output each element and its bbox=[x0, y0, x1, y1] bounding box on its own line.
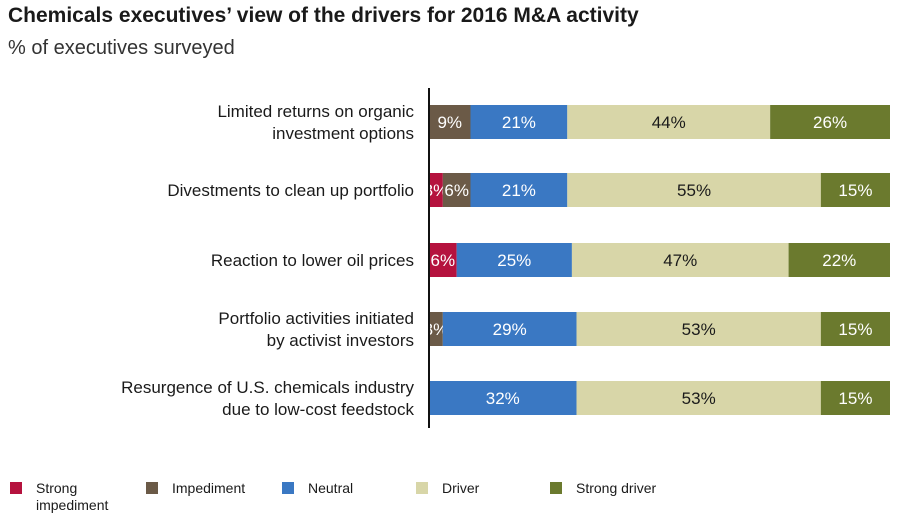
data-label-strong-driver: 15% bbox=[838, 181, 872, 200]
legend-swatch-neutral bbox=[282, 482, 294, 494]
data-label-impediment: 6% bbox=[444, 181, 469, 200]
category-label: investment options bbox=[272, 124, 414, 143]
category-label: Divestments to clean up portfolio bbox=[167, 181, 414, 200]
bar-segment-strong-driver bbox=[770, 105, 890, 139]
bar-segment-strong-driver bbox=[820, 312, 890, 346]
bar-segment-neutral bbox=[470, 173, 568, 207]
legend-label-neutral: Neutral bbox=[308, 480, 354, 496]
chart-subtitle: % of executives surveyed bbox=[8, 37, 235, 59]
data-label-neutral: 29% bbox=[493, 320, 527, 339]
category-label: Resurgence of U.S. chemicals industry bbox=[121, 378, 414, 397]
bar-segment-neutral bbox=[442, 312, 577, 346]
category-label: by activist investors bbox=[267, 331, 414, 350]
legend-item-impediment: Impediment bbox=[146, 480, 245, 497]
data-label-neutral: 21% bbox=[502, 181, 536, 200]
data-label-strong-impediment: 6% bbox=[431, 251, 456, 270]
category-label: Limited returns on organic bbox=[217, 102, 414, 121]
data-label-neutral: 21% bbox=[502, 113, 536, 132]
bar-segment-driver bbox=[567, 173, 821, 207]
legend-label-strong-driver: Strong driver bbox=[576, 480, 657, 496]
bar-segment-impediment bbox=[429, 312, 443, 346]
bar-segment-strong-impediment bbox=[429, 173, 443, 207]
data-label-driver: 53% bbox=[682, 389, 716, 408]
chart-title: Chemicals executives’ view of the driver… bbox=[8, 4, 639, 27]
stacked-bar-chart: Limited returns on organic investment opt… bbox=[121, 88, 890, 428]
legend-label-strong-impediment: Strong impediment bbox=[36, 480, 109, 513]
legend-swatch-strong-impediment bbox=[10, 482, 22, 494]
bar-segment-strong-driver bbox=[820, 381, 890, 415]
bar-segment-driver bbox=[567, 105, 771, 139]
bar-segment-driver bbox=[571, 243, 789, 277]
data-label-neutral: 25% bbox=[497, 251, 531, 270]
bar-segment-driver bbox=[576, 312, 821, 346]
legend-label-driver: Driver bbox=[442, 480, 480, 496]
bar-segment-neutral bbox=[470, 105, 568, 139]
data-label-impediment: 9% bbox=[437, 113, 462, 132]
legend-item-neutral: Neutral bbox=[282, 480, 353, 497]
bar-segment-strong-driver bbox=[788, 243, 890, 277]
data-label-driver: 44% bbox=[652, 113, 686, 132]
bar-segment-strong-driver bbox=[820, 173, 890, 207]
data-label-strong-driver: 26% bbox=[813, 113, 847, 132]
data-label-driver: 47% bbox=[663, 251, 697, 270]
legend-swatch-driver bbox=[416, 482, 428, 494]
bar-segment-strong-impediment bbox=[429, 243, 457, 277]
bar-segment-neutral bbox=[456, 243, 572, 277]
data-label-strong-driver: 22% bbox=[822, 251, 856, 270]
bar-segment-neutral bbox=[429, 381, 577, 415]
category-label: Reaction to lower oil prices bbox=[211, 251, 414, 270]
category-label: Portfolio activities initiated bbox=[218, 309, 414, 328]
legend-swatch-impediment bbox=[146, 482, 158, 494]
legend-item-strong-driver: Strong driver bbox=[550, 480, 656, 497]
legend-swatch-strong-driver bbox=[550, 482, 562, 494]
data-label-strong-driver: 15% bbox=[838, 320, 872, 339]
bar-segment-impediment bbox=[429, 105, 471, 139]
data-label-neutral: 32% bbox=[486, 389, 520, 408]
legend-item-strong-impediment: Strong impediment bbox=[10, 480, 126, 514]
legend-item-driver: Driver bbox=[416, 480, 479, 497]
legend-label-impediment: Impediment bbox=[172, 480, 246, 496]
category-label: due to low-cost feedstock bbox=[222, 400, 414, 419]
data-label-strong-driver: 15% bbox=[838, 389, 872, 408]
bar-segment-impediment bbox=[442, 173, 471, 207]
bar-segment-driver bbox=[576, 381, 821, 415]
data-label-driver: 53% bbox=[682, 320, 716, 339]
data-label-driver: 55% bbox=[677, 181, 711, 200]
